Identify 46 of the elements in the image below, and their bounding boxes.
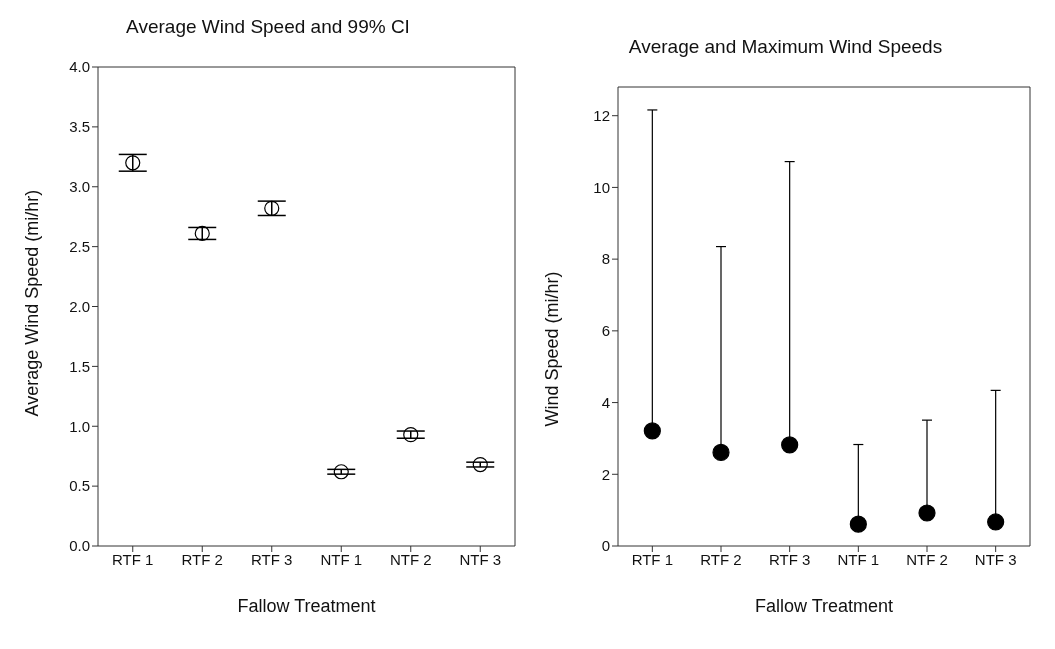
y-tick-label: 2.0 — [69, 297, 90, 315]
y-tick-label: 0 — [601, 537, 610, 555]
x-axis-title: Fallow Treatment — [237, 596, 376, 616]
point — [472, 456, 488, 473]
y-tick-label: 10 — [593, 178, 610, 196]
y-tick-label: 0.0 — [69, 537, 90, 555]
x-tick-label: NTF 2 — [389, 550, 432, 568]
x-tick-label: RTF 2 — [700, 550, 742, 568]
y-tick-label: 2 — [601, 465, 610, 483]
y-tick-label: 1.0 — [69, 417, 90, 435]
x-axis-title: Fallow Treatment — [754, 596, 894, 616]
y-tick-label: 12 — [593, 107, 610, 125]
y-tick-label: 4.0 — [69, 58, 90, 76]
point — [333, 464, 349, 480]
y-tick-label: 6 — [601, 322, 610, 340]
chart-title: Average Wind Speed and 99% CI — [125, 16, 411, 39]
point — [643, 422, 661, 440]
y-tick-label: 4 — [601, 393, 610, 411]
x-tick-label: NTF 2 — [906, 550, 948, 568]
point — [849, 515, 867, 533]
y-axis-title: Average Wind Speed (mi/hr) — [22, 189, 43, 417]
point — [125, 155, 141, 171]
x-tick-label: RTF 1 — [112, 550, 154, 568]
x-tick-label: RTF 3 — [768, 550, 811, 568]
point — [264, 200, 280, 216]
y-axis-title: Wind Speed (mi/hr) — [542, 271, 563, 427]
x-tick-label: NTF 3 — [974, 550, 1017, 568]
y-tick-label: 1.5 — [69, 357, 90, 375]
point — [194, 225, 210, 242]
x-tick-label: RTF 1 — [631, 550, 674, 568]
point — [403, 427, 419, 443]
point — [781, 436, 799, 454]
x-tick-label: NTF 3 — [459, 550, 502, 568]
point — [918, 504, 936, 522]
y-tick-label: 3.5 — [69, 118, 90, 136]
y-tick-label: 3.0 — [69, 178, 90, 196]
x-tick-label: RTF 2 — [181, 550, 223, 568]
point — [987, 513, 1005, 531]
x-tick-label: RTF 3 — [251, 550, 293, 568]
point — [712, 443, 730, 462]
x-tick-label: NTF 1 — [837, 550, 880, 568]
y-tick-label: 0.5 — [69, 477, 90, 495]
y-tick-label: 8 — [601, 250, 610, 268]
x-tick-label: NTF 1 — [320, 550, 363, 568]
chart-title: Average and Maximum Wind Speeds — [627, 36, 944, 59]
y-tick-label: 2.5 — [69, 237, 90, 255]
